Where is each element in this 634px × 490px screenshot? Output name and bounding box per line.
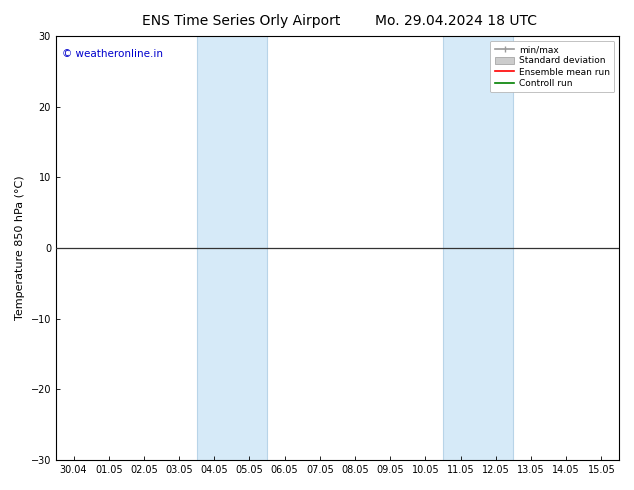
Bar bbox=[443, 36, 514, 460]
Bar bbox=[197, 36, 267, 460]
Text: ENS Time Series Orly Airport: ENS Time Series Orly Airport bbox=[142, 14, 340, 28]
Legend: min/max, Standard deviation, Ensemble mean run, Controll run: min/max, Standard deviation, Ensemble me… bbox=[490, 41, 614, 93]
Text: © weatheronline.in: © weatheronline.in bbox=[61, 49, 162, 59]
Text: Mo. 29.04.2024 18 UTC: Mo. 29.04.2024 18 UTC bbox=[375, 14, 538, 28]
Y-axis label: Temperature 850 hPa (°C): Temperature 850 hPa (°C) bbox=[15, 176, 25, 320]
